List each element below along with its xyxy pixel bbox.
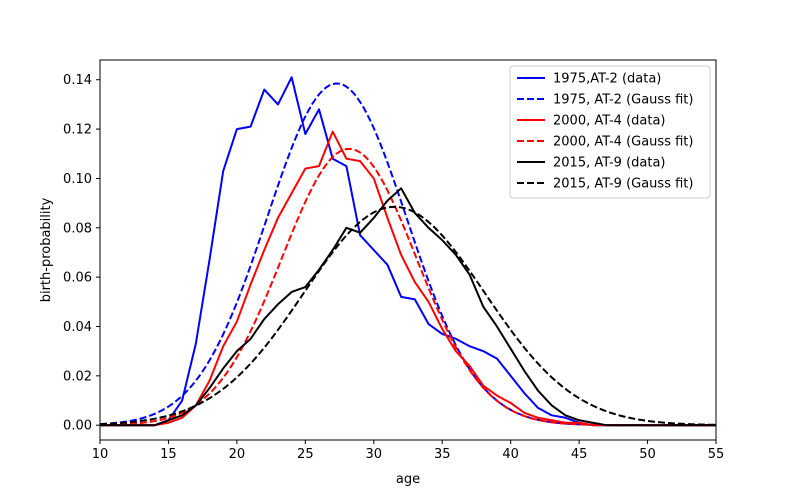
y-tick-label: 0.04 [63,320,92,335]
x-tick-label: 25 [297,447,314,462]
legend-label: 2000, AT-4 (data) [553,114,666,129]
y-tick-label: 0.12 [63,123,92,138]
x-tick-label: 30 [366,447,383,462]
x-axis-label: age [396,472,420,487]
legend-label: 2015, AT-9 (Gauss fit) [553,177,693,192]
y-tick-label: 0.06 [63,271,92,286]
legend-box [509,65,711,199]
x-tick-label: 35 [434,447,451,462]
x-tick-label: 45 [571,447,588,462]
series-line-4 [100,187,716,427]
y-tick-label: 0.10 [63,172,92,187]
y-axis-label: birth-probability [39,197,54,302]
legend: 1975,AT-2 (data) 1975, AT-2 (Gauss fit) 20… [509,65,711,199]
x-tick-label: 15 [160,447,177,462]
y-tick-label: 0.02 [63,369,92,384]
legend-label: 2015, AT-9 (data) [553,156,666,171]
legend-label: 1975, AT-2 (Gauss fit) [553,93,693,108]
y-axis: 0.00 0.02 0.04 0.06 0.08 0.10 0.12 0.14 [63,73,100,434]
legend-label: 2000, AT-4 (Gauss fit) [553,135,693,150]
x-tick-label: 50 [639,447,656,462]
x-axis: 10 15 20 25 30 35 40 45 50 55 [92,440,725,462]
x-tick-label: 40 [502,447,519,462]
series-line-5 [100,205,716,426]
series-line-1 [100,82,716,427]
y-tick-label: 0.08 [63,221,92,236]
y-tick-label: 0.14 [63,73,92,88]
plot-frame [99,59,717,441]
x-tick-label: 10 [92,447,109,462]
series-layer [100,76,716,427]
y-tick-label: 0.00 [63,419,92,434]
x-tick-label: 55 [708,447,725,462]
legend-label: 1975,AT-2 (data) [553,72,661,87]
x-tick-label: 20 [229,447,246,462]
